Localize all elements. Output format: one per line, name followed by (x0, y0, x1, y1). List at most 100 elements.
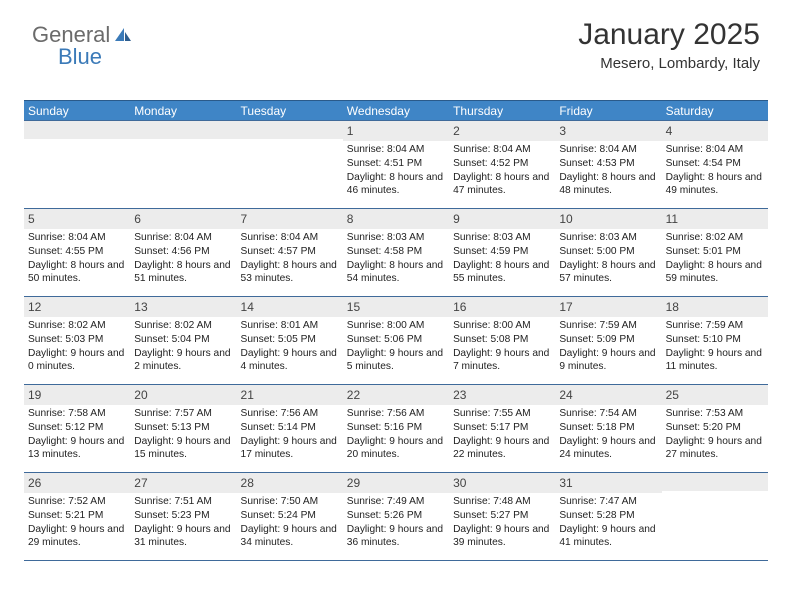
day-number: 26 (24, 473, 130, 493)
sunset-line: Sunset: 5:13 PM (134, 421, 232, 435)
sunrise-line: Sunrise: 7:54 AM (559, 407, 657, 421)
day-body: Sunrise: 8:04 AMSunset: 4:56 PMDaylight:… (130, 229, 236, 290)
sunset-line: Sunset: 5:08 PM (453, 333, 551, 347)
daylight-line: Daylight: 9 hours and 11 minutes. (666, 347, 764, 375)
day-body: Sunrise: 8:04 AMSunset: 4:52 PMDaylight:… (449, 141, 555, 202)
daylight-line: Daylight: 8 hours and 53 minutes. (241, 259, 339, 287)
day-body: Sunrise: 7:56 AMSunset: 5:16 PMDaylight:… (343, 405, 449, 466)
day-number: 5 (24, 209, 130, 229)
sunrise-line: Sunrise: 8:03 AM (559, 231, 657, 245)
sunset-line: Sunset: 4:51 PM (347, 157, 445, 171)
page-title: January 2025 (578, 18, 760, 52)
day-cell: 17Sunrise: 7:59 AMSunset: 5:09 PMDayligh… (555, 297, 661, 384)
weekday-header-cell: Thursday (449, 104, 555, 118)
daylight-line: Daylight: 9 hours and 34 minutes. (241, 523, 339, 551)
day-number: 13 (130, 297, 236, 317)
day-cell: 9Sunrise: 8:03 AMSunset: 4:59 PMDaylight… (449, 209, 555, 296)
sunrise-line: Sunrise: 7:47 AM (559, 495, 657, 509)
day-cell: 2Sunrise: 8:04 AMSunset: 4:52 PMDaylight… (449, 121, 555, 208)
day-body: Sunrise: 7:48 AMSunset: 5:27 PMDaylight:… (449, 493, 555, 554)
sunset-line: Sunset: 5:18 PM (559, 421, 657, 435)
sunset-line: Sunset: 4:55 PM (28, 245, 126, 259)
day-body: Sunrise: 8:04 AMSunset: 4:54 PMDaylight:… (662, 141, 768, 202)
day-number: 21 (237, 385, 343, 405)
sunset-line: Sunset: 5:28 PM (559, 509, 657, 523)
sunset-line: Sunset: 4:53 PM (559, 157, 657, 171)
day-number: 6 (130, 209, 236, 229)
sunrise-line: Sunrise: 7:48 AM (453, 495, 551, 509)
sunrise-line: Sunrise: 8:03 AM (453, 231, 551, 245)
day-cell: 6Sunrise: 8:04 AMSunset: 4:56 PMDaylight… (130, 209, 236, 296)
sunrise-line: Sunrise: 8:04 AM (28, 231, 126, 245)
day-number (130, 121, 236, 139)
daylight-line: Daylight: 9 hours and 5 minutes. (347, 347, 445, 375)
sunset-line: Sunset: 5:17 PM (453, 421, 551, 435)
day-cell: 4Sunrise: 8:04 AMSunset: 4:54 PMDaylight… (662, 121, 768, 208)
day-number: 23 (449, 385, 555, 405)
sunset-line: Sunset: 5:16 PM (347, 421, 445, 435)
day-body (237, 139, 343, 145)
sunset-line: Sunset: 5:01 PM (666, 245, 764, 259)
day-body: Sunrise: 7:57 AMSunset: 5:13 PMDaylight:… (130, 405, 236, 466)
daylight-line: Daylight: 9 hours and 0 minutes. (28, 347, 126, 375)
sunrise-line: Sunrise: 8:04 AM (134, 231, 232, 245)
day-body: Sunrise: 8:04 AMSunset: 4:57 PMDaylight:… (237, 229, 343, 290)
sunrise-line: Sunrise: 7:55 AM (453, 407, 551, 421)
weekday-header-cell: Monday (130, 104, 236, 118)
day-body (662, 491, 768, 497)
weekday-header-cell: Friday (555, 104, 661, 118)
title-block: January 2025 Mesero, Lombardy, Italy (578, 18, 760, 72)
day-body: Sunrise: 8:01 AMSunset: 5:05 PMDaylight:… (237, 317, 343, 378)
sunrise-line: Sunrise: 8:02 AM (28, 319, 126, 333)
day-cell: 30Sunrise: 7:48 AMSunset: 5:27 PMDayligh… (449, 473, 555, 560)
day-body: Sunrise: 7:59 AMSunset: 5:10 PMDaylight:… (662, 317, 768, 378)
day-body: Sunrise: 7:49 AMSunset: 5:26 PMDaylight:… (343, 493, 449, 554)
day-number: 14 (237, 297, 343, 317)
day-body: Sunrise: 8:04 AMSunset: 4:55 PMDaylight:… (24, 229, 130, 290)
sunrise-line: Sunrise: 7:56 AM (241, 407, 339, 421)
daylight-line: Daylight: 9 hours and 29 minutes. (28, 523, 126, 551)
week-row: 12Sunrise: 8:02 AMSunset: 5:03 PMDayligh… (24, 296, 768, 384)
day-cell: 26Sunrise: 7:52 AMSunset: 5:21 PMDayligh… (24, 473, 130, 560)
week-row: 1Sunrise: 8:04 AMSunset: 4:51 PMDaylight… (24, 120, 768, 208)
day-cell: 13Sunrise: 8:02 AMSunset: 5:04 PMDayligh… (130, 297, 236, 384)
sunset-line: Sunset: 5:03 PM (28, 333, 126, 347)
day-cell: 20Sunrise: 7:57 AMSunset: 5:13 PMDayligh… (130, 385, 236, 472)
day-number: 19 (24, 385, 130, 405)
daylight-line: Daylight: 9 hours and 31 minutes. (134, 523, 232, 551)
sunset-line: Sunset: 5:23 PM (134, 509, 232, 523)
weekday-header-cell: Wednesday (343, 104, 449, 118)
day-number (24, 121, 130, 139)
day-cell: 31Sunrise: 7:47 AMSunset: 5:28 PMDayligh… (555, 473, 661, 560)
day-cell: 18Sunrise: 7:59 AMSunset: 5:10 PMDayligh… (662, 297, 768, 384)
day-body: Sunrise: 7:53 AMSunset: 5:20 PMDaylight:… (662, 405, 768, 466)
day-cell: 15Sunrise: 8:00 AMSunset: 5:06 PMDayligh… (343, 297, 449, 384)
day-number: 17 (555, 297, 661, 317)
day-cell: 10Sunrise: 8:03 AMSunset: 5:00 PMDayligh… (555, 209, 661, 296)
daylight-line: Daylight: 9 hours and 15 minutes. (134, 435, 232, 463)
day-number: 15 (343, 297, 449, 317)
daylight-line: Daylight: 8 hours and 54 minutes. (347, 259, 445, 287)
day-number: 28 (237, 473, 343, 493)
day-cell: 7Sunrise: 8:04 AMSunset: 4:57 PMDaylight… (237, 209, 343, 296)
day-number (237, 121, 343, 139)
sunrise-line: Sunrise: 8:04 AM (666, 143, 764, 157)
daylight-line: Daylight: 9 hours and 41 minutes. (559, 523, 657, 551)
day-body: Sunrise: 7:59 AMSunset: 5:09 PMDaylight:… (555, 317, 661, 378)
sunrise-line: Sunrise: 7:58 AM (28, 407, 126, 421)
daylight-line: Daylight: 8 hours and 59 minutes. (666, 259, 764, 287)
sunrise-line: Sunrise: 8:00 AM (453, 319, 551, 333)
week-row: 26Sunrise: 7:52 AMSunset: 5:21 PMDayligh… (24, 472, 768, 560)
day-body (24, 139, 130, 145)
weekday-header-cell: Sunday (24, 104, 130, 118)
sunrise-line: Sunrise: 7:59 AM (559, 319, 657, 333)
day-number: 11 (662, 209, 768, 229)
day-number: 20 (130, 385, 236, 405)
daylight-line: Daylight: 9 hours and 27 minutes. (666, 435, 764, 463)
daylight-line: Daylight: 8 hours and 47 minutes. (453, 171, 551, 199)
logo-text-blue: Blue (58, 44, 102, 70)
day-body: Sunrise: 8:04 AMSunset: 4:53 PMDaylight:… (555, 141, 661, 202)
sunrise-line: Sunrise: 8:02 AM (666, 231, 764, 245)
daylight-line: Daylight: 9 hours and 36 minutes. (347, 523, 445, 551)
day-number: 29 (343, 473, 449, 493)
